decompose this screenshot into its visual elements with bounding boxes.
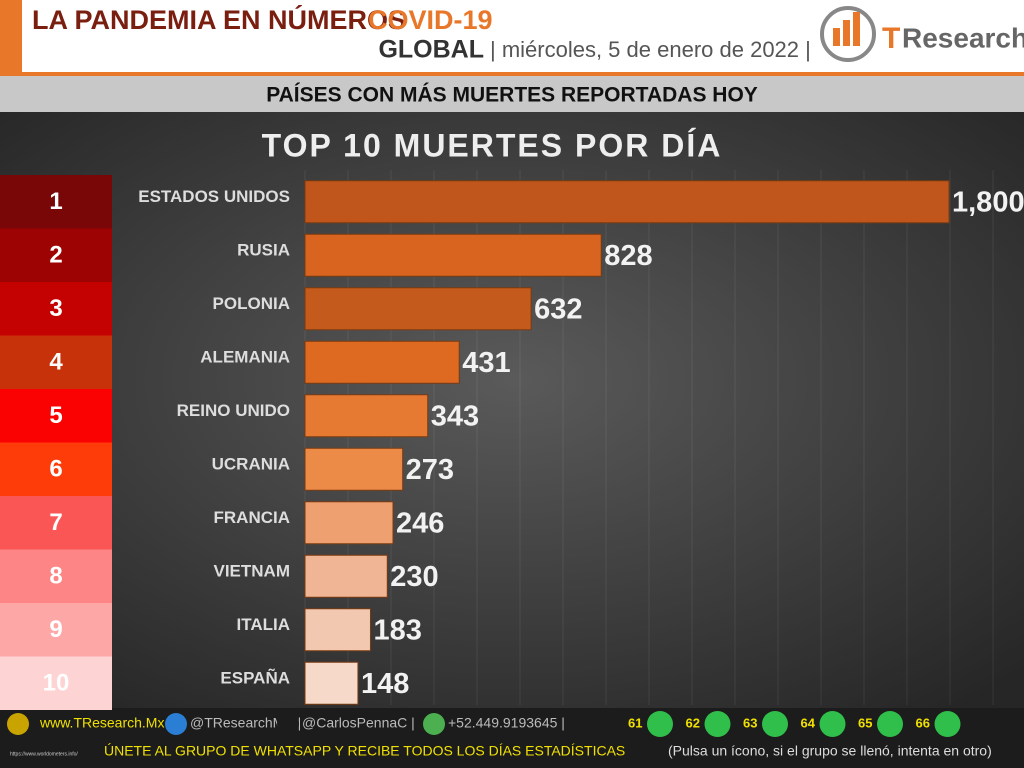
category-label: REINO UNIDO xyxy=(177,401,290,420)
whatsapp-icon[interactable] xyxy=(819,711,846,737)
whatsapp-icon[interactable] xyxy=(647,711,673,737)
category-label: POLONIA xyxy=(213,294,290,313)
contact-icon xyxy=(423,713,445,735)
rank-box xyxy=(0,175,112,229)
banner: PAÍSES CON MÁS MUERTES REPORTADAS HOY xyxy=(266,84,758,107)
whatsapp-icon[interactable] xyxy=(762,711,788,737)
logo-bar xyxy=(843,20,850,46)
rank-box xyxy=(0,549,112,603)
bar xyxy=(304,501,394,545)
rank-label: 8 xyxy=(49,563,62,590)
footer-call: ÚNETE AL GRUPO DE WHATSAPP Y RECIBE TODO… xyxy=(104,743,625,759)
header-covid: COVID-19 xyxy=(368,5,493,35)
logo-ring xyxy=(820,6,876,62)
header-date: | miércoles, 5 de enero de 2022 | xyxy=(490,37,811,62)
bar xyxy=(304,608,371,652)
rank-label: 4 xyxy=(49,349,63,376)
bar xyxy=(304,340,460,384)
header-title: LA PANDEMIA EN NÚMEROS xyxy=(32,4,406,35)
footer-note: (Pulsa un ícono, si el grupo se llenó, i… xyxy=(668,743,992,759)
category-label: UCRANIA xyxy=(212,455,290,474)
header-region: GLOBAL xyxy=(378,36,484,64)
value-label: 273 xyxy=(406,454,454,486)
value-label: 1,800 xyxy=(952,186,1024,218)
logo-bar xyxy=(853,12,860,46)
bar xyxy=(304,661,359,705)
rank-label: 1 xyxy=(49,188,62,215)
rank-label: 2 xyxy=(49,242,62,269)
category-label: FRANCIA xyxy=(214,508,291,527)
contact-icon xyxy=(277,713,299,735)
bar xyxy=(304,287,532,331)
rank-label: 7 xyxy=(49,509,62,536)
rank-box xyxy=(0,228,112,282)
whatsapp-icon[interactable] xyxy=(877,711,903,737)
group-number[interactable]: 64 xyxy=(801,715,816,730)
value-label: 343 xyxy=(431,400,479,432)
logo-t: T xyxy=(882,22,900,55)
logo-bar xyxy=(833,28,840,46)
rank-box xyxy=(0,603,112,657)
category-label: ITALIA xyxy=(236,615,290,634)
value-label: 632 xyxy=(534,293,582,325)
group-number[interactable]: 66 xyxy=(916,715,930,730)
logo-rest: Research xyxy=(902,22,1024,53)
bar xyxy=(304,394,429,438)
contact[interactable]: @CarlosPennaC | xyxy=(302,715,415,731)
header-strip xyxy=(0,0,22,74)
category-label: ALEMANIA xyxy=(200,348,290,367)
banner-bg xyxy=(0,76,1024,112)
whatsapp-icon[interactable] xyxy=(934,711,961,737)
rank-label: 3 xyxy=(49,295,62,322)
category-label: ESPAÑA xyxy=(220,668,290,688)
bar xyxy=(304,447,404,491)
header-rule xyxy=(0,72,1024,76)
rank-label: 9 xyxy=(49,616,62,643)
rank-box xyxy=(0,389,112,443)
category-label: RUSIA xyxy=(237,241,290,260)
bar xyxy=(304,554,388,598)
bar xyxy=(304,233,602,277)
category-label: VIETNAM xyxy=(214,562,291,581)
group-number[interactable]: 61 xyxy=(628,715,642,730)
rank-label: 10 xyxy=(43,670,70,697)
value-label: 230 xyxy=(390,561,438,593)
value-label: 246 xyxy=(396,507,444,539)
contact-icon xyxy=(7,713,29,735)
value-label: 828 xyxy=(604,240,652,272)
rank-label: 6 xyxy=(49,456,62,483)
group-number[interactable]: 65 xyxy=(858,715,872,730)
whatsapp-icon[interactable] xyxy=(704,711,731,737)
contact[interactable]: @TResearchMX | xyxy=(190,715,301,731)
value-label: 183 xyxy=(373,614,421,646)
group-number[interactable]: 63 xyxy=(743,715,757,730)
rank-box xyxy=(0,496,112,550)
rank-box xyxy=(0,656,112,710)
bar xyxy=(304,180,950,224)
rank-box xyxy=(0,282,112,336)
rank-label: 5 xyxy=(49,402,62,429)
value-label: 431 xyxy=(462,347,510,379)
footer-source: https://www.worldometers.info/ xyxy=(10,751,78,757)
rank-box xyxy=(0,442,112,496)
group-number[interactable]: 62 xyxy=(686,715,700,730)
contact[interactable]: +52.449.9193645 | xyxy=(448,715,565,731)
category-label: ESTADOS UNIDOS xyxy=(138,187,290,206)
rank-box xyxy=(0,335,112,389)
chart-title: TOP 10 MUERTES POR DÍA xyxy=(262,127,723,163)
contact[interactable]: www.TResearch.Mx | xyxy=(39,715,172,731)
contact-icon xyxy=(165,713,187,735)
value-label: 148 xyxy=(361,668,409,700)
